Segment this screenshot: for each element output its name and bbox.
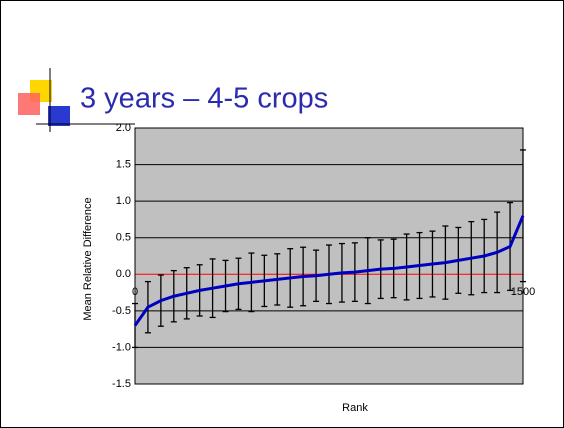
y-tick-label: 0.5 (116, 232, 131, 244)
y-axis-label: Mean Relative Difference (82, 197, 94, 320)
series-line (133, 215, 525, 327)
deco-square (48, 106, 70, 126)
y-tick-label: 1.5 (116, 158, 131, 170)
x-axis-label: Rank (342, 402, 368, 414)
y-tick-label: 2.0 (116, 122, 131, 134)
y-tick-label: -0.5 (112, 305, 131, 317)
x-tick-label: 0 (132, 286, 138, 298)
deco-square (18, 93, 40, 115)
y-tick-label: 0.0 (116, 268, 131, 280)
x-tick-label: 1500 (511, 286, 535, 298)
y-tick-label: 1.0 (116, 195, 131, 207)
slide-title: 3 years – 4-5 crops (80, 83, 328, 115)
y-tick-label: -1.0 (112, 341, 131, 353)
y-tick-label: -1.5 (112, 378, 131, 390)
